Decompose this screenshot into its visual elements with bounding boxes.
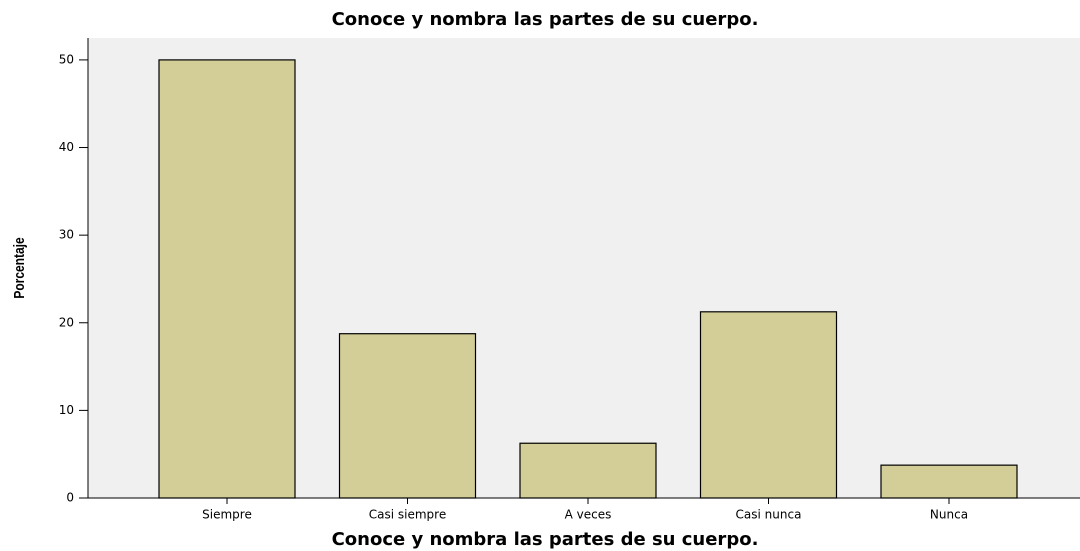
chart-title: Conoce y nombra las partes de su cuerpo. [332, 9, 759, 30]
x-tick-label: Casi siempre [369, 508, 446, 522]
bar [338, 333, 477, 499]
x-axis-label: Conoce y nombra las partes de su cuerpo. [332, 529, 759, 550]
y-tick-label: 30 [59, 228, 74, 242]
x-tick-label: A veces [565, 508, 612, 522]
bar [158, 59, 296, 499]
bar [519, 442, 657, 499]
y-tick-label: 10 [59, 403, 74, 417]
y-tick-label: 40 [59, 140, 74, 154]
x-tick-label: Casi nunca [736, 508, 802, 522]
y-tick-label: 0 [66, 491, 74, 505]
y-tick-label: 50 [59, 52, 74, 66]
x-tick-label: Siempre [202, 508, 252, 522]
bar [699, 311, 838, 499]
y-axis-label: Porcentaje [11, 237, 28, 299]
y-tick-label: 20 [59, 315, 74, 329]
x-tick-label: Nunca [930, 508, 968, 522]
bar [880, 464, 1018, 499]
